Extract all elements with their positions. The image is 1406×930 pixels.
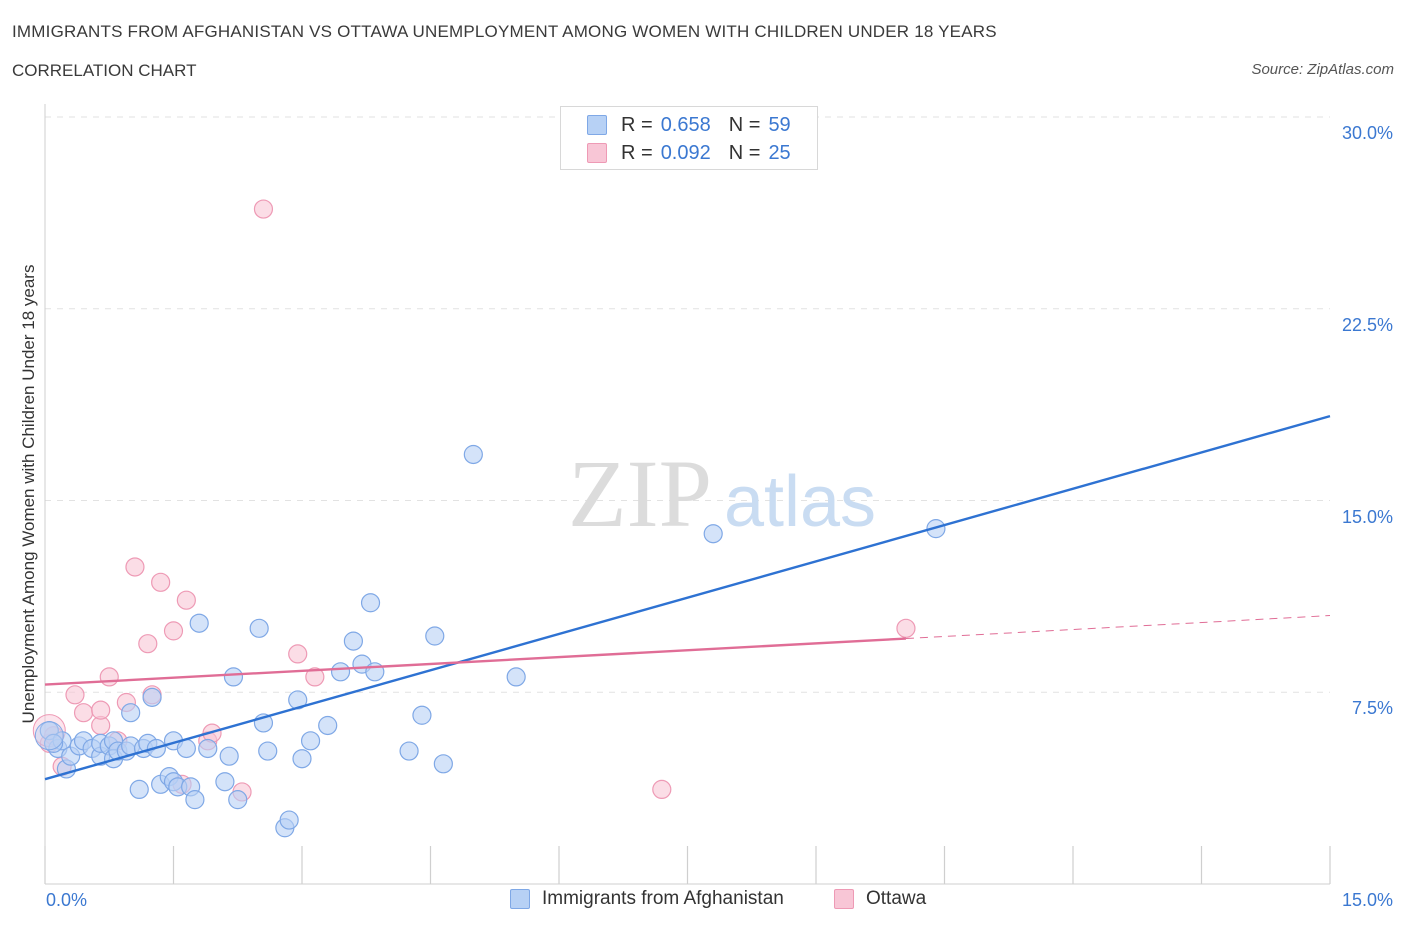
- ottawa-point: [305, 667, 325, 687]
- pink-swatch: [834, 889, 854, 909]
- ottawa-point: [652, 779, 672, 800]
- y-tick-label: 22.5%: [1341, 315, 1393, 335]
- afghanistan-point: [219, 746, 239, 766]
- source-credit: Source: ZipAtlas.com: [1251, 61, 1394, 78]
- afghanistan-points: [34, 444, 946, 838]
- afghanistan-point: [198, 738, 218, 759]
- y-axis-title: Unemployment Among Women with Children U…: [19, 264, 38, 724]
- y-tick-label: 7.5%: [1351, 698, 1393, 718]
- series-name: Ottawa: [866, 888, 927, 909]
- afghanistan-point: [433, 754, 453, 774]
- legend-item-afghanistan: Immigrants from Afghanistan: [510, 888, 784, 910]
- chart-title: IMMIGRANTS FROM AFGHANISTAN VS OTTAWA UN…: [12, 22, 997, 41]
- afghanistan-point: [142, 687, 162, 707]
- afghanistan-point: [228, 790, 248, 810]
- blue-swatch: [510, 889, 530, 909]
- y-tick-label: 30.0%: [1341, 123, 1393, 143]
- blue-swatch: [587, 115, 607, 135]
- ottawa-point: [125, 557, 145, 577]
- grid-lines: [45, 116, 1330, 693]
- legend-row-ottawa: R = 0.092 N = 25: [587, 142, 791, 164]
- n-label: N =: [728, 113, 761, 136]
- legend-row-afghanistan: R = 0.658 N = 59: [587, 114, 791, 136]
- afghanistan-point: [425, 626, 445, 646]
- afghanistan-point: [249, 618, 269, 638]
- afghanistan-point-large: [34, 721, 64, 751]
- ottawa-point: [163, 621, 184, 641]
- x-tick-label: 0.0%: [46, 890, 88, 910]
- watermark-zip: ZIP: [568, 440, 712, 547]
- afghanistan-point: [189, 613, 209, 633]
- n-value: 59: [768, 113, 791, 136]
- n-label: N =: [728, 141, 761, 164]
- r-value: 0.658: [660, 113, 711, 136]
- ottawa-trend-line: [905, 615, 1331, 640]
- trend-lines: [44, 414, 1331, 781]
- ottawa-point: [73, 703, 94, 723]
- watermark: ZIP atlas: [568, 440, 876, 547]
- r-label: R =: [621, 113, 653, 136]
- ottawa-point: [65, 685, 85, 705]
- ottawa-point: [91, 700, 111, 720]
- afghanistan-point: [258, 741, 278, 761]
- afghanistan-point: [330, 662, 351, 682]
- afghanistan-point: [121, 703, 141, 723]
- afghanistan-point: [43, 733, 64, 753]
- afghanistan-point: [703, 524, 723, 544]
- ottawa-trend-line: [44, 637, 907, 686]
- afghanistan-point: [279, 810, 299, 830]
- afghanistan-point: [506, 667, 526, 687]
- ottawa-point: [176, 590, 196, 610]
- ottawa-point: [99, 667, 119, 687]
- correlation-legend: R = 0.658 N = 59 R = 0.092 N = 25: [560, 106, 818, 170]
- afghanistan-point: [343, 631, 363, 651]
- ottawa-point: [288, 644, 308, 664]
- afghanistan-point: [463, 444, 483, 465]
- afghanistan-point: [292, 749, 312, 769]
- afghanistan-point: [300, 731, 321, 751]
- afghanistan-point: [129, 779, 149, 800]
- r-value: 0.092: [660, 141, 711, 164]
- ottawa-point: [253, 199, 274, 219]
- legend-item-ottawa: Ottawa: [834, 888, 926, 910]
- afghanistan-point: [360, 593, 381, 613]
- afghanistan-point: [318, 715, 338, 736]
- r-label: R =: [621, 141, 653, 164]
- afghanistan-point: [223, 667, 244, 687]
- axes: [44, 104, 1331, 885]
- watermark-atlas: atlas: [724, 462, 876, 542]
- afghanistan-trend-line: [44, 414, 1331, 781]
- y-tick-label: 15.0%: [1341, 507, 1393, 527]
- ottawa-point: [896, 618, 916, 638]
- afghanistan-point: [412, 705, 432, 725]
- afghanistan-point: [399, 741, 419, 761]
- chart-subtitle: CORRELATION CHART: [12, 61, 197, 80]
- x-tick-label: 15.0%: [1341, 890, 1393, 910]
- ottawa-point: [138, 634, 158, 654]
- ottawa-point: [151, 572, 171, 592]
- afghanistan-point: [185, 790, 205, 810]
- n-value: 25: [768, 141, 791, 164]
- pink-swatch: [587, 143, 607, 163]
- afghanistan-point: [215, 772, 235, 792]
- series-name: Immigrants from Afghanistan: [542, 888, 784, 909]
